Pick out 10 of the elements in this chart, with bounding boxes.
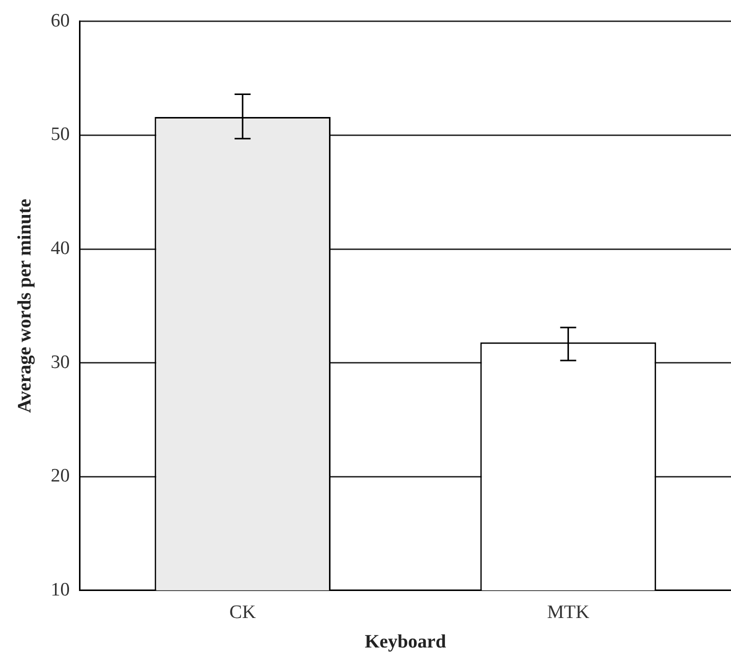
x-tick-label: MTK [547, 602, 590, 623]
y-tick-label: 20 [50, 466, 70, 487]
y-axis-title: Average words per minute [14, 198, 36, 413]
y-tick-label: 60 [50, 10, 70, 32]
x-tick-label: CK [229, 602, 256, 623]
y-tick-label: 30 [50, 352, 70, 373]
y-tick-label: 10 [50, 579, 70, 600]
x-axis-title: Keyboard [364, 632, 446, 653]
y-tick-label: 40 [50, 238, 70, 259]
y-tick-label: 50 [50, 124, 70, 146]
